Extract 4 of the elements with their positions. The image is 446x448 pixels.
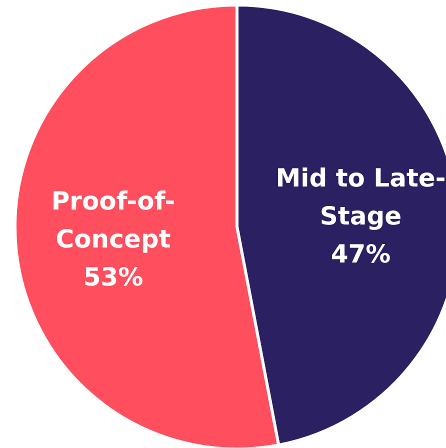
slice-label: Proof-of-Concept xyxy=(51,186,176,254)
slice-label: Mid to Late-Stage xyxy=(276,162,446,230)
data-label: 53% xyxy=(83,262,144,292)
data-label: 47% xyxy=(330,238,391,268)
